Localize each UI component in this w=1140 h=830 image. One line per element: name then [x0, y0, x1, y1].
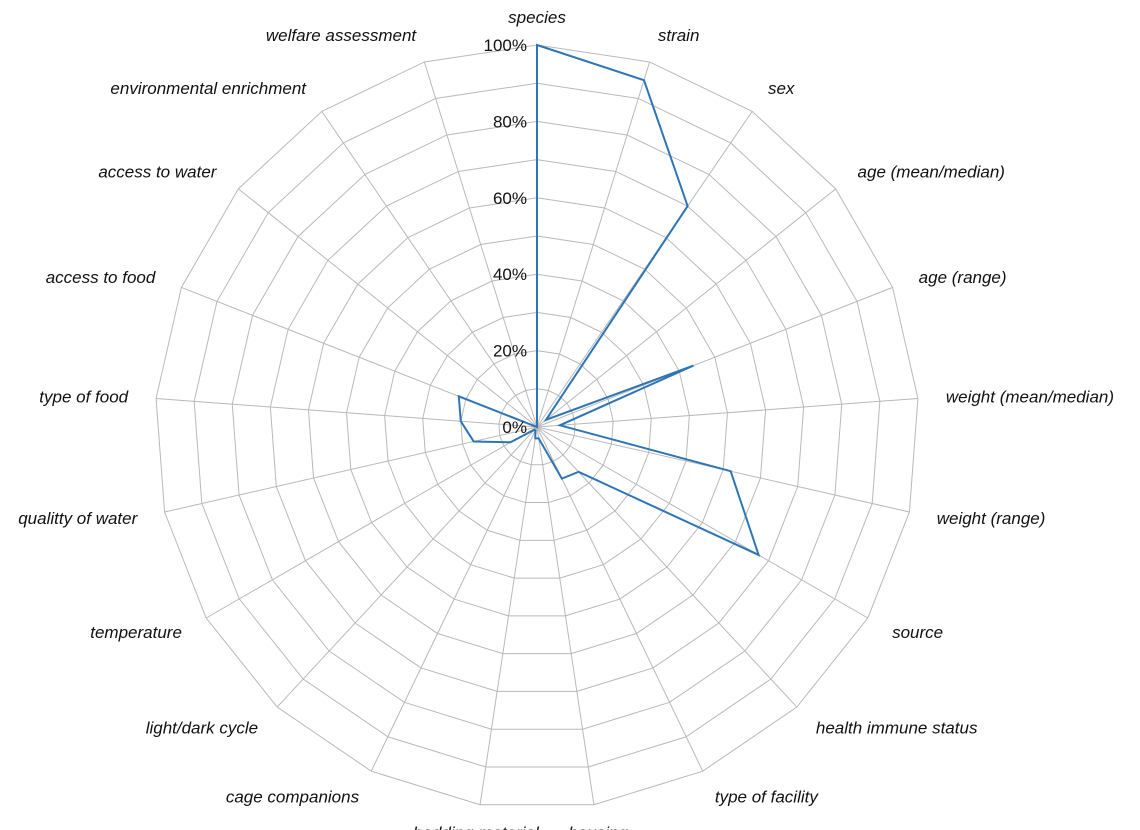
category-label: access to water	[98, 162, 217, 181]
spoke-14	[205, 426, 538, 619]
grid-ring-2	[460, 350, 614, 504]
spoke-10	[536, 426, 595, 805]
grid-ring-3	[422, 311, 652, 541]
tick-labels: 0% 20% 40% 60% 80% 100%	[484, 36, 527, 437]
spoke-8	[536, 426, 798, 708]
category-label: housing	[568, 823, 628, 830]
grid	[155, 44, 919, 806]
spoke-19	[321, 111, 538, 428]
grid-ring-8	[231, 120, 843, 730]
category-label: health immune status	[816, 719, 978, 738]
category-label: light/dark cycle	[146, 719, 258, 738]
tick-label: 20%	[493, 342, 527, 361]
spoke-12	[370, 426, 538, 772]
tick-label: 100%	[484, 36, 527, 55]
tick-label: 60%	[493, 189, 527, 208]
spoke-20	[423, 61, 538, 428]
series-layer	[457, 43, 761, 557]
spoke-13	[276, 426, 538, 708]
grid-ring-4	[384, 273, 690, 579]
grid-ring-9	[193, 82, 881, 768]
category-label: welfare assessment	[266, 26, 418, 45]
category-label: environmental enrichment	[110, 79, 307, 98]
category-label: weight (range)	[937, 509, 1046, 528]
spoke-7	[536, 426, 869, 619]
spoke-15	[164, 426, 538, 513]
spoke-3	[536, 188, 836, 428]
series-line-0	[457, 43, 761, 557]
tick-label: 80%	[493, 112, 527, 131]
grid-ring-5	[346, 235, 728, 617]
category-label: strain	[658, 26, 700, 45]
category-label: cage companions	[226, 787, 360, 806]
grid-ring-6	[307, 197, 767, 655]
category-label: type of food	[39, 387, 128, 406]
spoke-5	[536, 397, 918, 428]
spoke-4	[536, 286, 893, 428]
spoke-2	[536, 111, 753, 428]
category-label: source	[892, 623, 943, 642]
category-label: qualitty of water	[18, 509, 138, 528]
tick-label: 0%	[502, 418, 527, 437]
category-label: temperature	[90, 623, 182, 642]
tick-label: 40%	[493, 265, 527, 284]
spoke-18	[238, 188, 538, 428]
grid-ring-7	[269, 159, 805, 692]
category-label: bedding material	[413, 823, 540, 830]
category-label: weight (mean/median)	[946, 387, 1114, 406]
spoke-1	[536, 61, 651, 428]
grid-ring-1	[498, 388, 576, 466]
category-label: age (range)	[919, 268, 1007, 287]
spoke-9	[536, 426, 704, 772]
axis-labels: species strain sex age (mean/median) age (ra…	[18, 8, 1114, 830]
category-label: access to food	[46, 268, 156, 287]
category-label: sex	[768, 79, 795, 98]
category-label: type of facility	[715, 787, 819, 806]
category-label: species	[508, 8, 566, 27]
spoke-16	[156, 397, 538, 428]
category-label: age (mean/median)	[858, 162, 1005, 181]
grid-ring-10	[155, 44, 919, 806]
spoke-11	[479, 426, 538, 805]
